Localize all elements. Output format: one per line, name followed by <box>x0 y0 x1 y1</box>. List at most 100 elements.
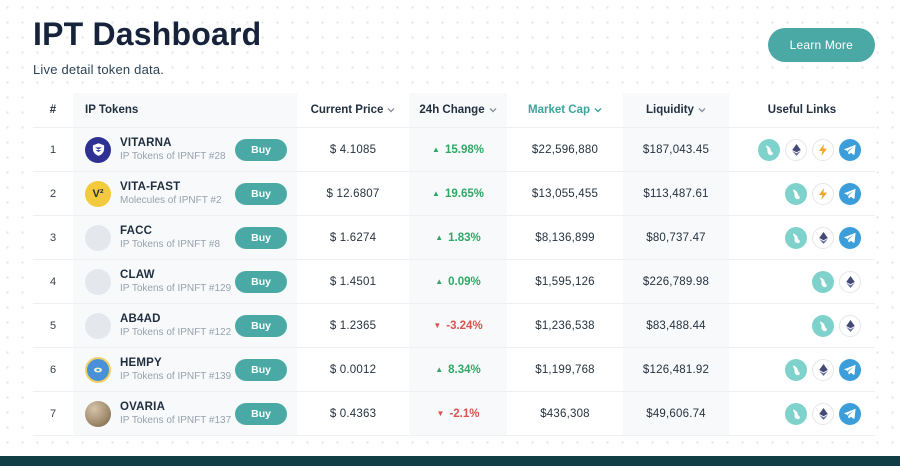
liquidity-value: $49,606.74 <box>623 392 729 435</box>
uniswap-icon[interactable] <box>812 270 834 293</box>
token-logo-icon <box>85 312 111 339</box>
liquidity-value: $80,737.47 <box>623 216 729 259</box>
token-logo-icon <box>85 224 111 251</box>
current-price-value: $ 1.2365 <box>329 319 377 332</box>
token-subtitle: IP Tokens of IPNFT #122 <box>120 327 232 338</box>
token-logo-icon <box>85 136 111 163</box>
telegram-icon[interactable] <box>839 358 861 381</box>
ethereum-icon[interactable] <box>812 402 834 425</box>
token-logo-icon <box>85 356 111 383</box>
current-price-value: $ 0.0012 <box>329 363 377 376</box>
chevron-down-icon <box>387 107 395 113</box>
column-header-market-cap[interactable]: Market Cap <box>507 93 623 127</box>
buy-button[interactable]: Buy <box>235 138 287 161</box>
table-header-row: # IP Tokens Current Price 24h Change Mar… <box>33 93 875 128</box>
change-arrow-icon: ▲ <box>432 144 440 154</box>
current-price-value: $ 12.6807 <box>326 187 380 200</box>
token-subtitle: IP Tokens of IPNFT #139 <box>120 371 232 382</box>
change-24h-value: ▲ 8.34% <box>409 348 507 391</box>
chevron-down-icon <box>594 107 602 113</box>
table-row: 4 CLAW IP Tokens of IPNFT #129 Buy $ 1.4… <box>33 260 875 304</box>
ethereum-icon[interactable] <box>812 226 834 249</box>
table-row: 5 AB4AD IP Tokens of IPNFT #122 Buy $ 1.… <box>33 304 875 348</box>
buy-button[interactable]: Buy <box>235 402 287 425</box>
token-name: OVARIA <box>120 401 166 413</box>
token-name: CLAW <box>120 269 155 281</box>
current-price-value: $ 1.4501 <box>329 275 377 288</box>
buy-button[interactable]: Buy <box>235 270 287 293</box>
uniswap-icon[interactable] <box>758 138 780 161</box>
learn-more-button[interactable]: Learn More <box>767 28 875 62</box>
market-cap-value: $1,595,126 <box>535 275 595 288</box>
change-24h-value: ▲ 15.98% <box>409 128 507 171</box>
change-24h-value: ▼ -2.1% <box>409 392 507 435</box>
uniswap-icon[interactable] <box>785 182 807 205</box>
change-arrow-icon: ▲ <box>435 232 444 242</box>
buy-button[interactable]: Buy <box>235 314 287 337</box>
lightning-icon[interactable] <box>812 138 834 161</box>
current-price-value: $ 1.6274 <box>329 231 377 244</box>
useful-links-cell <box>729 392 875 435</box>
lightning-icon[interactable] <box>812 182 834 205</box>
token-rank: 5 <box>49 319 57 332</box>
token-rank: 4 <box>49 275 57 288</box>
token-subtitle: Molecules of IPNFT #2 <box>120 195 222 206</box>
column-header-24h-change[interactable]: 24h Change <box>409 93 507 127</box>
change-arrow-icon: ▼ <box>436 408 445 418</box>
table-row: 3 FACC IP Tokens of IPNFT #8 Buy $ 1.627… <box>33 216 875 260</box>
token-subtitle: IP Tokens of IPNFT #8 <box>120 239 221 250</box>
change-24h-value: ▲ 1.83% <box>409 216 507 259</box>
current-price-value: $ 0.4363 <box>329 407 377 420</box>
buy-button[interactable]: Buy <box>235 358 287 381</box>
ethereum-icon[interactable] <box>785 138 807 161</box>
token-logo-icon <box>85 400 111 427</box>
uniswap-icon[interactable] <box>785 226 807 249</box>
market-cap-value: $13,055,455 <box>531 187 599 200</box>
column-header-rank: # <box>49 104 57 116</box>
column-header-useful-links: Useful Links <box>767 104 837 116</box>
token-name: FACC <box>120 225 153 237</box>
table-row: 6 HEMPY IP Tokens of IPNFT #139 Buy $ 0.… <box>33 348 875 392</box>
table-row: 2 V² VITA-FAST Molecules of IPNFT #2 Buy… <box>33 172 875 216</box>
telegram-icon[interactable] <box>839 226 861 249</box>
change-arrow-icon: ▲ <box>435 276 444 286</box>
telegram-icon[interactable] <box>839 182 861 205</box>
change-arrow-icon: ▲ <box>432 188 440 198</box>
table-body: 1 VITARNA IP Tokens of IPNFT #28 Buy $ 4… <box>33 128 875 436</box>
liquidity-value: $113,487.61 <box>623 172 729 215</box>
telegram-icon[interactable] <box>839 138 861 161</box>
ethereum-icon[interactable] <box>839 270 861 293</box>
market-cap-value: $22,596,880 <box>531 143 599 156</box>
uniswap-icon[interactable] <box>812 314 834 337</box>
token-name: AB4AD <box>120 313 161 325</box>
token-name: HEMPY <box>120 357 162 369</box>
token-rank: 3 <box>49 231 57 244</box>
useful-links-cell <box>729 348 875 391</box>
token-subtitle: IP Tokens of IPNFT #28 <box>120 151 226 162</box>
column-header-liquidity[interactable]: Liquidity <box>623 93 729 127</box>
table-row: 1 VITARNA IP Tokens of IPNFT #28 Buy $ 4… <box>33 128 875 172</box>
table-row: 7 OVARIA IP Tokens of IPNFT #137 Buy $ 0… <box>33 392 875 436</box>
telegram-icon[interactable] <box>839 402 861 425</box>
market-cap-value: $436,308 <box>540 407 590 420</box>
token-subtitle: IP Tokens of IPNFT #129 <box>120 283 232 294</box>
change-24h-value: ▼ -3.24% <box>409 304 507 347</box>
buy-button[interactable]: Buy <box>235 226 287 249</box>
token-name: VITARNA <box>120 137 172 149</box>
token-rank: 6 <box>49 363 57 376</box>
ethereum-icon[interactable] <box>812 358 834 381</box>
uniswap-icon[interactable] <box>785 358 807 381</box>
bottom-bar <box>0 456 900 466</box>
market-cap-value: $8,136,899 <box>535 231 595 244</box>
column-header-current-price[interactable]: Current Price <box>297 93 409 127</box>
buy-button[interactable]: Buy <box>235 182 287 205</box>
liquidity-value: $126,481.92 <box>623 348 729 391</box>
market-cap-value: $1,199,768 <box>535 363 595 376</box>
uniswap-icon[interactable] <box>785 402 807 425</box>
change-arrow-icon: ▼ <box>433 320 442 330</box>
chevron-down-icon <box>489 107 497 113</box>
token-logo-icon <box>85 268 111 295</box>
change-arrow-icon: ▲ <box>435 364 444 374</box>
ethereum-icon[interactable] <box>839 314 861 337</box>
useful-links-cell <box>729 172 875 215</box>
